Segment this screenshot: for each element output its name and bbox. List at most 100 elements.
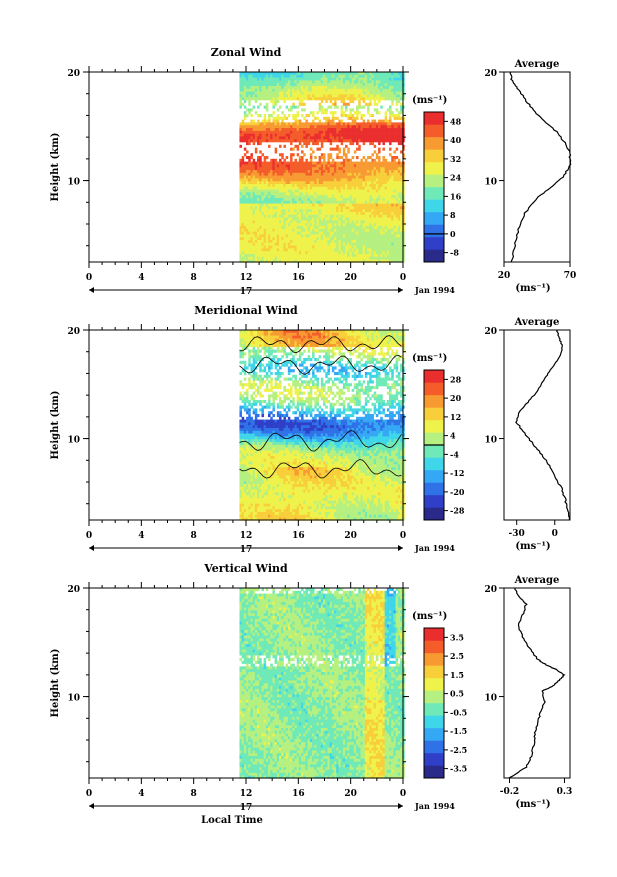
heatmap-cell (343, 148, 346, 151)
heatmap-cell (387, 237, 390, 240)
heatmap-cell (341, 167, 344, 170)
heatmap-cell (334, 223, 337, 226)
heatmap-cell (275, 246, 278, 249)
heatmap-cell (330, 148, 333, 151)
heatmap-cell (312, 243, 315, 246)
heatmap-cell (242, 341, 245, 344)
heatmap-cell (363, 204, 366, 207)
heatmap-cell (393, 125, 396, 128)
heatmap-cell (330, 176, 333, 179)
heatmap-cell (349, 164, 352, 167)
heatmap-cell (312, 128, 315, 131)
heatmap-cell (330, 212, 333, 215)
heatmap-cell (253, 344, 256, 347)
heatmap-cell (374, 80, 377, 83)
heatmap-cell (334, 111, 337, 114)
heatmap-cell (248, 506, 251, 509)
heatmap-cell (308, 243, 311, 246)
heatmap-cell (279, 212, 282, 215)
heatmap-cell (248, 512, 251, 515)
heatmap-cell (253, 94, 256, 97)
heatmap-cell (264, 178, 267, 181)
heatmap-cell (286, 94, 289, 97)
heatmap-cell (312, 220, 315, 223)
heatmap-cell (266, 251, 269, 254)
heatmap-cell (272, 122, 275, 125)
heatmap-cell (244, 170, 247, 173)
heatmap-cell (347, 204, 350, 207)
heatmap-cell (248, 417, 251, 420)
heatmap-cell (246, 473, 249, 476)
heatmap-cell (283, 215, 286, 218)
colorbar-segment (424, 125, 444, 138)
heatmap-cell (303, 139, 306, 142)
heatmap-cell (387, 92, 390, 95)
heatmap-cell (257, 181, 260, 184)
heatmap-cell (385, 232, 388, 235)
heatmap-cell (255, 178, 257, 181)
heatmap-cell (319, 243, 322, 246)
heatmap-cell (374, 257, 377, 260)
heatmap-cell (321, 100, 324, 103)
heatmap-cell (356, 195, 359, 198)
heatmap-cell (341, 139, 344, 142)
heatmap-cell (259, 128, 262, 131)
heatmap-cell (319, 215, 322, 218)
heatmap-cell (385, 240, 388, 243)
heatmap-cell (332, 80, 335, 83)
heatmap-cell (382, 226, 385, 229)
heatmap-cell (330, 162, 333, 165)
heatmap-cell (292, 75, 295, 78)
heatmap-cell (325, 223, 328, 226)
heatmap-cell (316, 190, 319, 193)
heatmap-cell (380, 198, 383, 201)
heatmap-cell (292, 226, 295, 229)
heatmap-cell (281, 78, 284, 81)
heatmap-cell (400, 226, 403, 229)
heatmap-cell (297, 184, 300, 187)
heatmap-cell (314, 92, 317, 95)
heatmap-cell (259, 198, 262, 201)
heatmap-cell (239, 450, 242, 453)
heatmap-cell (261, 229, 264, 232)
heatmap-cell (294, 170, 297, 173)
heatmap-cell (319, 94, 322, 97)
heatmap-cell (310, 209, 313, 212)
heatmap-cell (301, 212, 304, 215)
heatmap-cell (314, 142, 317, 145)
heatmap-cell (261, 167, 264, 170)
heatmap-cell (347, 192, 350, 195)
heatmap-cell (250, 425, 253, 428)
heatmap-cell (305, 78, 308, 81)
heatmap-cell (255, 192, 257, 195)
heatmap-cell (270, 162, 273, 165)
heatmap-cell (334, 201, 337, 204)
heatmap-cell (365, 181, 368, 184)
heatmap-cell (341, 195, 344, 198)
heatmap-cell (305, 198, 308, 201)
heatmap-cell (244, 336, 247, 339)
heatmap-cell (354, 128, 357, 131)
heatmap-cell (292, 125, 295, 128)
heatmap-cell (310, 184, 313, 187)
heatmap-cell (242, 490, 245, 493)
heatmap-cell (336, 83, 339, 86)
heatmap-cell (253, 380, 256, 383)
heatmap-cell (343, 257, 346, 260)
heatmap-cell (352, 128, 355, 131)
heatmap-cell (334, 89, 337, 92)
heatmap-cell (275, 229, 278, 232)
heatmap-cell (299, 204, 302, 207)
heatmap-cell (239, 167, 242, 170)
heatmap-cell (363, 122, 366, 125)
heatmap-cell (387, 246, 390, 249)
heatmap-cell (371, 125, 374, 128)
heatmap-cell (250, 192, 253, 195)
heatmap-cell (242, 512, 245, 515)
heatmap-cell (248, 425, 251, 428)
heatmap-cell (347, 114, 350, 117)
heatmap-cell (248, 495, 251, 498)
heatmap-cell (261, 86, 264, 89)
heatmap-cell (248, 364, 251, 367)
heatmap-cell (341, 176, 344, 179)
